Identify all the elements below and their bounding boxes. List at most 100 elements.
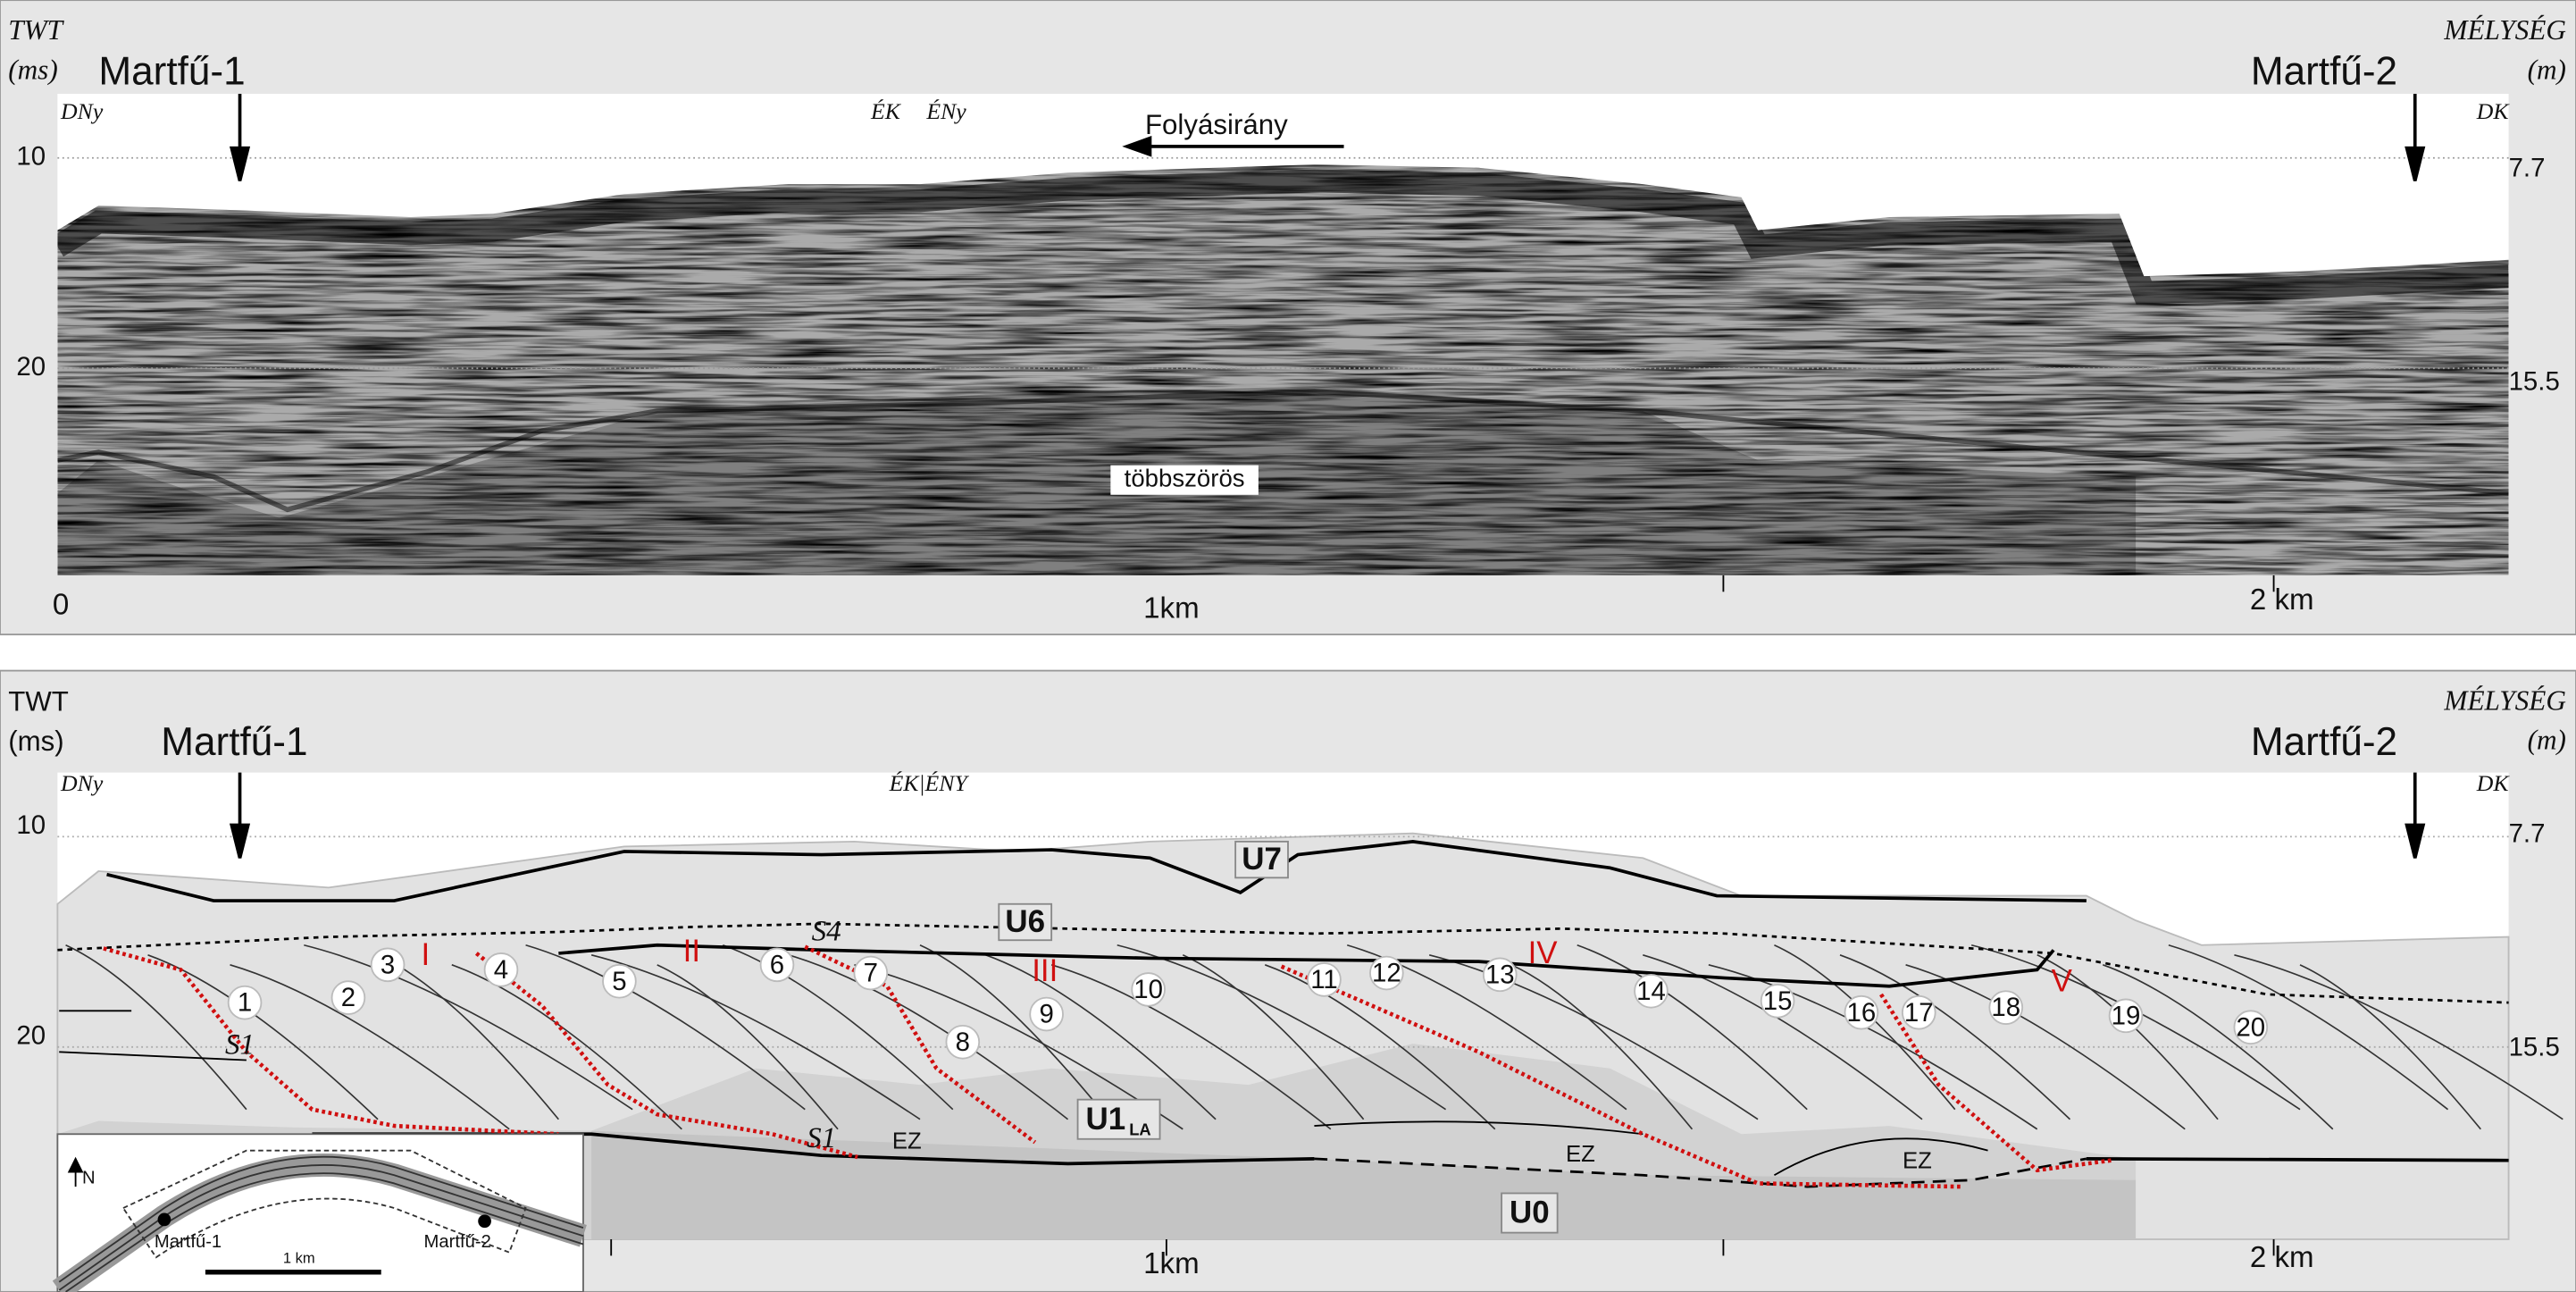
y-tick-label: 10 [16,810,46,840]
unit-label: S4 [812,915,841,947]
clinoform-line [1510,964,1694,1130]
direction-label: DK [2476,770,2511,796]
map-scale-label: 1 km [283,1249,315,1266]
axis-title: MÉLYSÉG [2443,685,2566,717]
well-label: Martfű-1 [161,720,307,764]
axis-title: TWT [8,686,69,717]
clinoform-line [657,964,839,1130]
flow-arrow [1122,136,1344,157]
clinoform-label: 18 [1991,993,2020,1022]
clinoform-line [723,944,954,1111]
well-arrow [229,772,2426,859]
unit-label: U0 [1510,1196,1550,1230]
distance-label: 1km [1143,591,1200,625]
unit-label: S1 [807,1122,836,1154]
direction-label: ÉK [870,98,902,124]
y-tick-label: 15.5 [2509,1032,2560,1061]
clinoform-circle [370,947,406,983]
faults [103,944,2112,1189]
clinoform-circle [1029,996,1064,1032]
unit-label: EZ [1566,1142,1595,1167]
sequence-label: IV [1528,935,1559,970]
clinoform-label: 17 [1904,998,1934,1028]
clinoform-label: 13 [1485,960,1515,989]
unit-box [998,902,1053,942]
clinoform-circle [1844,994,1879,1030]
clinoform-line [2103,964,2334,1130]
clinoform-label: 12 [1372,959,1401,988]
unit-label: EZ [892,1128,922,1154]
axis-unit: (ms) [8,54,58,85]
ticks [610,1238,2275,1256]
clinoform-circle [483,952,519,987]
clinoform-line [2299,964,2481,1130]
clinoform-line [2168,944,2449,1111]
clinoform-line [985,954,1217,1120]
clinoform-label: 15 [1763,986,1793,1016]
clinoform-circle [759,947,795,983]
axis-unit: (ms) [8,726,63,757]
axis-unit: (m) [2528,54,2566,85]
clinoform-markers [227,947,2269,1060]
map-north: N [82,1168,96,1187]
unit-fill [591,1130,2137,1239]
clinoform-circle [1131,972,1166,1007]
distance-label: 2 km [2250,583,2314,617]
unit-label: EZ [1903,1148,1932,1173]
clinoform-circle [330,980,366,1015]
unit-label: U6 [1005,904,1045,939]
clinoform-label: 5 [612,967,626,996]
clinoform-line [230,964,510,1130]
clinoform-line [2234,953,2563,1120]
clinoform-label: 8 [956,1028,970,1057]
map-well-label: Martfű-2 [424,1232,491,1252]
clinoform-line [1577,944,1808,1111]
clinoform-circle [1307,962,1342,997]
clinoform-label: 3 [381,950,395,979]
y-tick-label: 20 [16,352,46,382]
distance-label: 1km [1143,1247,1200,1280]
distance-label: 0 [53,589,69,622]
location-map [52,1133,587,1292]
clinoform-line [788,953,1069,1120]
sequence-label: V [2052,963,2073,998]
clinoform-line [1346,944,1627,1111]
clinoform-circle [1482,957,1518,993]
clinoform-line [1264,964,1496,1130]
y-tick-label: 7.7 [2509,818,2546,848]
clinoform-line [304,944,633,1111]
clinoform-line [919,944,1101,1111]
clinoform-label: 7 [864,959,878,988]
seismic-image [57,164,2509,575]
y-tick-label: 20 [16,1021,46,1051]
sequence-label: II [683,934,700,969]
sequence-label: I [422,937,431,972]
unit-box [1234,840,1289,879]
clinoform-label: 11 [1310,965,1338,994]
y-tick-label: 7.7 [2509,153,2546,182]
direction-label: ÉNy [925,98,966,124]
y-tick-label: 10 [16,141,46,171]
clinoform-line [1050,964,1332,1130]
clinoform-circle [945,1024,981,1060]
clinoform-label: 10 [1133,975,1163,1004]
direction-label: ÉK|ÉNY [889,770,970,796]
distance-label: 2 km [2250,1241,2314,1274]
unit-box [1076,1098,1161,1140]
map-well-label: Martfű-1 [155,1232,222,1252]
clinoform-line [1839,954,2071,1120]
clinoform-line [525,944,806,1111]
clinoform-label: 19 [2112,1001,2141,1030]
clinoform-circle [2233,1010,2269,1045]
unit-label: U7 [1242,842,1282,877]
clinoform-label: 6 [770,950,784,979]
clinoform-circle [602,963,637,999]
clinoform-line [854,964,1183,1130]
flow-label: Folyásirány [1145,109,1288,140]
axis-title: MÉLYSÉG [2443,14,2566,46]
clinoforms [65,944,2563,1130]
clinoform-circle [1634,973,1669,1009]
direction-label: DK [2476,98,2511,124]
direction-label: DNy [60,770,104,796]
